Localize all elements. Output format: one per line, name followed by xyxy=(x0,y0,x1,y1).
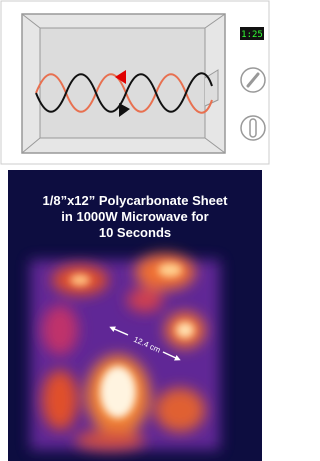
display-time: 1:25 xyxy=(241,30,263,40)
figure: 1:25 1/8”x12” Polycarbonate Sheet in 100… xyxy=(0,0,270,461)
thermal-image: 1/8”x12” Polycarbonate Sheet in 1000W Mi… xyxy=(8,170,262,461)
title-line: in 1000W Microwave for xyxy=(61,209,208,224)
microwave: 1:25 xyxy=(1,1,269,164)
page: {"microwave": {"display": "1:25"}, "ther… xyxy=(0,0,270,461)
title-line: 10 Seconds xyxy=(99,225,171,240)
title-line: 1/8”x12” Polycarbonate Sheet xyxy=(43,193,229,208)
